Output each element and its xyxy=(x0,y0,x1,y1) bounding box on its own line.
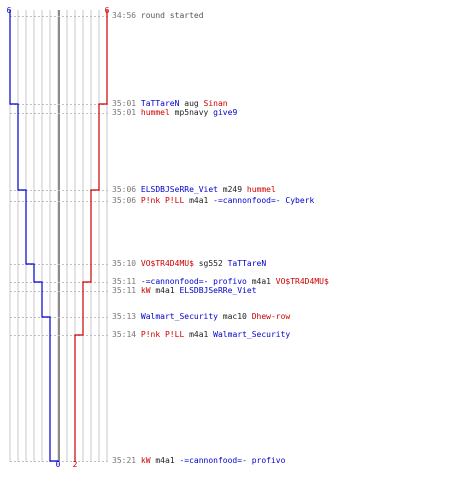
player-name-red: kW xyxy=(140,456,151,465)
player-name-red: hummel xyxy=(140,108,170,117)
kill-event-row: 35:01 TaTTareN aug Sinan xyxy=(112,99,228,109)
player-name-red: P!nk P!LL xyxy=(140,196,185,205)
blue-team-alive-line xyxy=(9,10,59,462)
weapon-name: aug xyxy=(179,99,204,108)
player-name-red: Sinan xyxy=(203,99,228,108)
player-name-red: VO$TR4D4MU$ xyxy=(140,259,194,268)
event-time: 35:06 xyxy=(112,185,141,194)
player-name-blue: ELSDBJSeRRe_Viet xyxy=(179,286,257,295)
player-name-blue: TaTTareN xyxy=(140,99,180,108)
weapon-name: mp5navy xyxy=(169,108,214,117)
blue-start-count: 6 xyxy=(7,6,12,15)
weapon-name: m4a1 xyxy=(150,286,180,295)
weapon-name: mac10 xyxy=(217,312,252,321)
weapon-name: sg552 xyxy=(193,259,228,268)
player-name-blue: -=cannonfood=- profivo xyxy=(179,456,286,465)
player-name-blue: Walmart_Security xyxy=(213,330,291,339)
kill-event-row: 35:10 VO$TR4D4MU$ sg552 TaTTareN xyxy=(112,259,266,269)
player-name-blue: ELSDBJSeRRe_Viet xyxy=(140,185,218,194)
event-time: 35:11 xyxy=(112,277,141,286)
weapon-name: m4a1 xyxy=(184,330,214,339)
event-message: round started xyxy=(140,11,204,20)
kill-event-row: 35:06 P!nk P!LL m4a1 -=cannonfood=- Cybe… xyxy=(112,196,314,206)
kill-event-row: 35:01 hummel mp5navy give9 xyxy=(112,108,237,118)
kill-event-row: 35:11 -=cannonfood=- profivo m4a1 VO$TR4… xyxy=(112,277,329,287)
player-name-red: Dhew-row xyxy=(251,312,291,321)
event-time: 35:01 xyxy=(112,108,141,117)
event-time: 35:21 xyxy=(112,456,141,465)
player-name-blue: give9 xyxy=(213,108,238,117)
kill-event-row: 35:13 Walmart_Security mac10 Dhew-row xyxy=(112,312,290,322)
player-name-blue: -=cannonfood=- Cyberk xyxy=(213,196,315,205)
kill-event-row: 35:21 kW m4a1 -=cannonfood=- profivo xyxy=(112,456,285,466)
red-end-count: 2 xyxy=(73,460,78,469)
kill-event-row: 35:14 P!nk P!LL m4a1 Walmart_Security xyxy=(112,330,290,340)
event-time: 35:01 xyxy=(112,99,141,108)
weapon-name: m4a1 xyxy=(246,277,276,286)
player-name-blue: Walmart_Security xyxy=(140,312,218,321)
red-team-alive-line xyxy=(74,10,108,462)
event-time: 35:14 xyxy=(112,330,141,339)
event-time: 35:13 xyxy=(112,312,141,321)
player-name-red: kW xyxy=(140,286,151,295)
red-start-count: 6 xyxy=(105,6,110,15)
player-name-blue: -=cannonfood=- profivo xyxy=(140,277,247,286)
kill-event-row: 34:56 round started xyxy=(112,11,204,21)
weapon-name: m4a1 xyxy=(150,456,180,465)
player-name-red: VO$TR4D4MU$ xyxy=(275,277,329,286)
player-name-blue: TaTTareN xyxy=(227,259,267,268)
weapon-name: m4a1 xyxy=(184,196,214,205)
blue-end-count: 0 xyxy=(56,460,61,469)
event-time: 35:11 xyxy=(112,286,141,295)
player-name-red: P!nk P!LL xyxy=(140,330,185,339)
player-name-red: hummel xyxy=(246,185,276,194)
weapon-name: m249 xyxy=(217,185,247,194)
event-time: 35:06 xyxy=(112,196,141,205)
event-time: 34:56 xyxy=(112,11,141,20)
event-time: 35:10 xyxy=(112,259,141,268)
kill-event-row: 35:11 kW m4a1 ELSDBJSeRRe_Viet xyxy=(112,286,257,296)
kill-event-row: 35:06 ELSDBJSeRRe_Viet m249 hummel xyxy=(112,185,276,195)
